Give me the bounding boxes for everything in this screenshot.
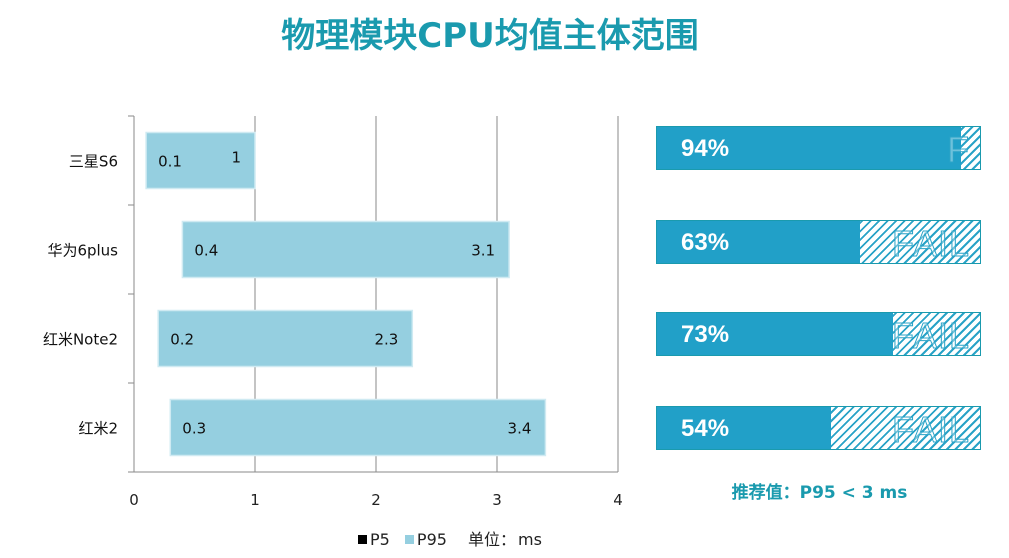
pass-fill-3 [657, 407, 832, 449]
pass-rate-panel: 94% F 63% FAIL 73% FAIL 54% FAIL [656, 126, 983, 456]
recommendation-text: 推荐值：P95 < 3 ms [731, 483, 908, 503]
pass-bar-0: 94% F [656, 126, 981, 170]
pass-fill-2 [657, 313, 893, 355]
x-tick-label-1: 1 [250, 491, 260, 509]
range-bar-3 [169, 398, 547, 457]
category-label-0: 三星S6 [69, 153, 118, 171]
fail-label-1: FAIL [891, 223, 970, 264]
category-label-2: 红米Note2 [43, 331, 118, 349]
p5-value-label-2: 0.2 [170, 331, 194, 349]
p95-value-label-0: 1 [231, 149, 241, 167]
fail-label-2: FAIL [891, 315, 970, 356]
pass-bar-3: 54% FAIL [656, 406, 981, 450]
p5-value-label-0: 0.1 [158, 153, 182, 171]
range-bar-2 [157, 309, 414, 368]
category-label-1: 华为6plus [47, 242, 118, 260]
cpu-range-chart: 0 1 2 3 4 三星S6 0.1 1 华为6plus 0.4 3.1 红米Note2 0.2 2.3 红… [43, 115, 623, 509]
pass-fill-1 [657, 221, 861, 263]
range-bar-1 [181, 220, 510, 279]
pass-fill-0 [657, 127, 961, 169]
category-label-3: 红米2 [78, 420, 118, 438]
legend-swatch-p5 [358, 535, 367, 544]
legend-item-p95: P95 [404, 530, 447, 549]
legend-item-p5: P5 [358, 530, 390, 549]
x-tick-label-4: 4 [613, 491, 623, 509]
pass-percent-label-3: 54% [681, 415, 730, 442]
fail-label-3: FAIL [891, 409, 970, 450]
x-tick-label-0: 0 [129, 491, 139, 509]
p95-value-label-2: 2.3 [374, 331, 398, 349]
legend-swatch-p95 [404, 535, 414, 544]
fail-label-0: F [947, 129, 970, 170]
p95-value-label-1: 3.1 [471, 242, 495, 260]
pass-percent-label-0: 94% [681, 135, 730, 162]
pass-percent-label-2: 73% [681, 321, 730, 348]
chart-title: 物理模块CPU均值主体范围 [281, 16, 699, 56]
range-bar-0 [145, 131, 256, 190]
legend-label-p95: P95 [416, 530, 447, 549]
legend-label-p5: P5 [370, 530, 390, 549]
pass-bar-2: 73% FAIL [656, 312, 981, 356]
unit-label: 单位： [468, 530, 517, 549]
p5-value-label-1: 0.4 [194, 242, 218, 260]
pass-percent-label-1: 63% [681, 229, 730, 256]
p95-value-label-3: 3.4 [508, 420, 532, 438]
p5-value-label-3: 0.3 [182, 420, 206, 438]
chart-legend: P5 P95 单位： ms [358, 526, 542, 550]
x-tick-label-2: 2 [371, 491, 381, 509]
unit-value: ms [518, 530, 542, 549]
pass-bar-1: 63% FAIL [656, 220, 981, 264]
x-tick-label-3: 3 [492, 491, 502, 509]
